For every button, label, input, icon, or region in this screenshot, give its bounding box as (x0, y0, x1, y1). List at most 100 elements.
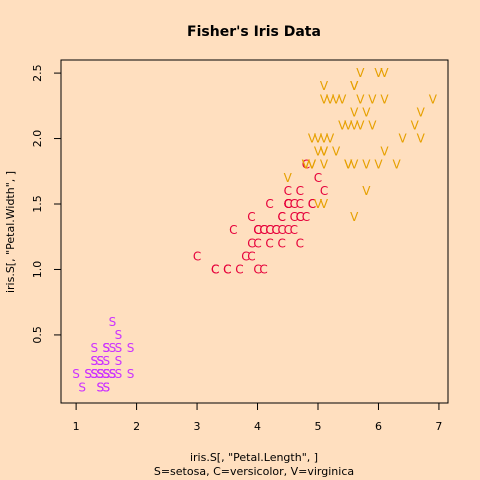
point-setosa: S (103, 367, 111, 381)
point-setosa: S (96, 354, 104, 368)
point-virginica: V (326, 132, 335, 146)
point-virginica: V (308, 158, 317, 172)
point-setosa: S (90, 367, 98, 381)
point-setosa: S (84, 367, 92, 381)
point-setosa: S (103, 341, 111, 355)
point-virginica: V (411, 118, 420, 132)
point-versicolor: C (253, 223, 261, 237)
point-setosa: S (96, 367, 104, 381)
point-versicolor: C (296, 197, 304, 211)
point-setosa: S (96, 367, 104, 381)
point-setosa: S (103, 380, 111, 394)
x-tick-label: 1 (73, 420, 80, 433)
point-versicolor: C (259, 262, 267, 276)
y-axis: 0.5 1.0 1.5 2.0 2.5 (31, 64, 62, 344)
point-versicolor: C (278, 236, 286, 250)
point-virginica: V (350, 118, 359, 132)
point-setosa: S (96, 380, 104, 394)
point-virginica: V (314, 145, 323, 159)
point-setosa: S (96, 367, 104, 381)
point-setosa: S (103, 341, 111, 355)
point-virginica: V (344, 158, 353, 172)
point-versicolor: C (259, 223, 267, 237)
point-virginica: V (380, 66, 389, 80)
point-setosa: S (103, 380, 111, 394)
point-virginica: V (350, 79, 359, 93)
point-setosa: S (78, 380, 86, 394)
x-tick-label: 7 (435, 420, 442, 433)
point-virginica: V (308, 158, 317, 172)
point-setosa: S (96, 367, 104, 381)
point-virginica: V (350, 158, 359, 172)
y-axis-label: iris.S[, "Petal.Width", ] (4, 171, 17, 293)
y-tick-label: 1.0 (31, 261, 44, 279)
point-setosa: S (90, 367, 98, 381)
point-virginica: V (356, 66, 365, 80)
point-virginica: V (320, 158, 329, 172)
point-virginica: V (350, 210, 359, 224)
point-versicolor: C (223, 262, 231, 276)
point-setosa: S (127, 341, 135, 355)
point-versicolor: C (314, 171, 322, 185)
point-setosa: S (103, 367, 111, 381)
point-versicolor: C (247, 249, 255, 263)
point-setosa: S (109, 367, 117, 381)
point-versicolor: C (253, 236, 261, 250)
point-setosa: S (109, 315, 117, 329)
point-versicolor: C (290, 223, 298, 237)
point-versicolor: C (284, 197, 292, 211)
point-setosa: S (90, 367, 98, 381)
point-versicolor: C (253, 223, 261, 237)
point-virginica: V (374, 66, 383, 80)
point-virginica: V (326, 92, 335, 106)
point-virginica: V (399, 132, 408, 146)
point-versicolor: C (284, 197, 292, 211)
x-tick-label: 4 (254, 420, 261, 433)
point-virginica: V (284, 171, 293, 185)
point-setosa: S (90, 367, 98, 381)
point-versicolor: C (265, 223, 273, 237)
point-versicolor: C (253, 223, 261, 237)
point-virginica: V (362, 105, 371, 119)
point-versicolor: C (223, 262, 231, 276)
point-virginica: V (417, 132, 426, 146)
point-virginica: V (392, 158, 401, 172)
point-virginica: V (320, 145, 329, 159)
point-versicolor: C (211, 262, 219, 276)
point-setosa: S (96, 367, 104, 381)
chart-title: Fisher's Iris Data (187, 24, 321, 40)
point-setosa: S (109, 367, 117, 381)
point-versicolor: C (284, 197, 292, 211)
point-versicolor: C (265, 223, 273, 237)
point-setosa: S (103, 341, 111, 355)
point-versicolor: C (308, 197, 316, 211)
point-virginica: V (302, 158, 311, 172)
x-tick-label: 2 (133, 420, 140, 433)
y-tick-label: 2.0 (31, 130, 44, 148)
point-virginica: V (320, 132, 329, 146)
point-virginica: V (320, 197, 329, 211)
point-versicolor: C (296, 184, 304, 198)
point-setosa: S (90, 354, 98, 368)
point-setosa: S (103, 367, 111, 381)
point-virginica: V (380, 145, 389, 159)
point-versicolor: C (259, 223, 267, 237)
point-setosa: S (109, 367, 117, 381)
x-axis: 1 2 3 4 5 6 7 (73, 402, 442, 433)
point-setosa: S (96, 367, 104, 381)
point-versicolor: C (271, 223, 279, 237)
point-versicolor: C (271, 223, 279, 237)
point-setosa: S (127, 367, 135, 381)
y-tick-label: 1.5 (31, 195, 44, 213)
point-versicolor: C (296, 236, 304, 250)
point-setosa: S (103, 354, 111, 368)
point-virginica: V (380, 92, 389, 106)
point-setosa: S (115, 367, 123, 381)
point-setosa: S (109, 367, 117, 381)
point-virginica: V (417, 105, 426, 119)
point-versicolor: C (229, 223, 237, 237)
point-virginica: V (356, 118, 365, 132)
point-virginica: V (320, 79, 329, 93)
